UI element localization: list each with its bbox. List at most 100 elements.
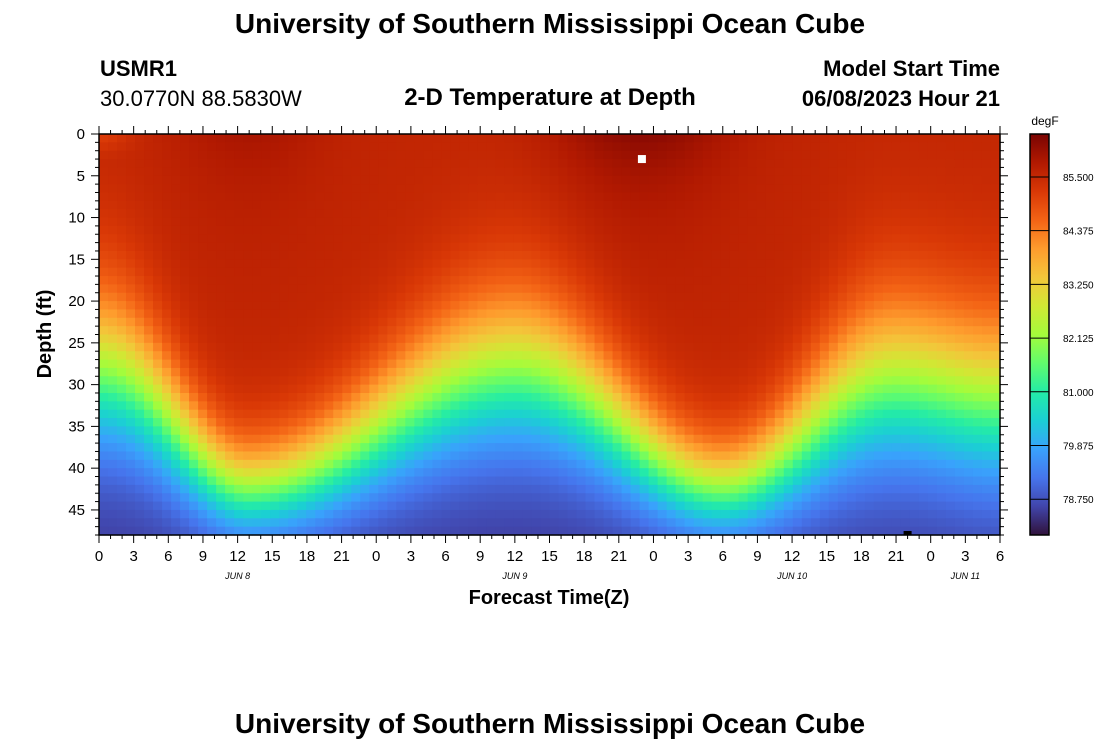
heatmap-cell [513, 284, 524, 294]
heatmap-cell [315, 443, 325, 453]
heatmap-cell [477, 401, 488, 411]
heatmap-cell [198, 284, 208, 294]
heatmap-cell [693, 234, 704, 244]
heatmap-cell [666, 526, 677, 536]
heatmap-cell [270, 451, 280, 461]
heatmap-cell [684, 326, 695, 336]
heatmap-cell [108, 225, 118, 235]
heatmap-cell [891, 409, 902, 419]
heatmap-cell [549, 501, 560, 511]
heatmap-cell [387, 159, 397, 169]
heatmap-cell [540, 267, 551, 277]
heatmap-cell [873, 384, 884, 394]
heatmap-cell [261, 376, 271, 386]
heatmap-cell [252, 267, 262, 277]
heatmap-cell [324, 259, 334, 269]
heatmap-cell [630, 326, 641, 336]
heatmap-cell [279, 359, 289, 369]
heatmap-cell [657, 493, 668, 503]
heatmap-cell [567, 418, 578, 427]
heatmap-cell [801, 317, 812, 327]
heatmap-cell [567, 443, 578, 453]
heatmap-cell [981, 434, 992, 444]
heatmap-cell [855, 225, 866, 235]
heatmap-cell [837, 342, 848, 352]
heatmap-cell [675, 159, 686, 169]
heatmap-cell [558, 200, 569, 210]
heatmap-cell [486, 443, 497, 453]
heatmap-cell [891, 476, 902, 486]
heatmap-cell [252, 259, 262, 269]
heatmap-cell [981, 267, 992, 277]
heatmap-cell [639, 309, 650, 319]
heatmap-cell [936, 376, 947, 386]
heatmap-cell [945, 225, 956, 235]
heatmap-cell [990, 234, 1001, 244]
heatmap-cell [117, 209, 127, 219]
heatmap-cell [144, 250, 154, 260]
heatmap-cell [360, 292, 370, 302]
heatmap-cell [792, 292, 803, 302]
heatmap-cell [324, 142, 334, 152]
heatmap-cell [99, 434, 109, 444]
heatmap-cell [621, 150, 632, 160]
heatmap-cell [405, 509, 415, 519]
heatmap-cell [513, 184, 524, 194]
heatmap-cell [585, 267, 596, 277]
heatmap-cell [234, 376, 244, 386]
heatmap-cell [585, 292, 596, 302]
heatmap-cell [855, 326, 866, 336]
heatmap-cell [576, 392, 587, 402]
heatmap-cell [585, 426, 596, 436]
heatmap-cell [774, 217, 785, 227]
heatmap-cell [936, 392, 947, 402]
heatmap-cell [162, 309, 172, 319]
heatmap-cell [288, 134, 298, 143]
heatmap-cell [342, 509, 352, 519]
heatmap-cell [657, 200, 668, 210]
heatmap-cell [288, 309, 298, 319]
heatmap-cell [774, 401, 785, 411]
heatmap-cell [765, 175, 776, 185]
heatmap-cell [243, 209, 253, 219]
heatmap-cell [477, 526, 488, 536]
heatmap-cell [297, 250, 307, 260]
heatmap-cell [720, 150, 731, 160]
heatmap-cell [180, 459, 190, 469]
heatmap-cell [810, 351, 821, 361]
heatmap-cell [693, 134, 704, 143]
heatmap-cell [981, 376, 992, 386]
heatmap-cell [153, 284, 163, 294]
heatmap-cell [171, 493, 181, 503]
heatmap-cell [522, 242, 533, 252]
heatmap-cell [747, 242, 758, 252]
heatmap-cell [531, 526, 542, 536]
heatmap-cell [243, 150, 253, 160]
heatmap-cell [981, 234, 992, 244]
heatmap-cell [855, 284, 866, 294]
heatmap-cell [819, 301, 830, 311]
y-tick-label: 5 [77, 168, 85, 185]
heatmap-cell [639, 175, 650, 185]
heatmap-cell [135, 501, 145, 511]
heatmap-cell [324, 409, 334, 419]
heatmap-cell [729, 392, 740, 402]
heatmap-cell [360, 284, 370, 294]
heatmap-cell [756, 484, 767, 494]
heatmap-cell [423, 200, 433, 210]
heatmap-cell [810, 209, 821, 219]
heatmap-cell [603, 376, 614, 386]
heatmap-cell [594, 426, 605, 436]
heatmap-cell [567, 242, 578, 252]
heatmap-cell [846, 276, 857, 285]
heatmap-cell [126, 192, 136, 202]
heatmap-cell [963, 409, 974, 419]
heatmap-cell [783, 259, 794, 269]
heatmap-cell [198, 367, 208, 377]
heatmap-cell [909, 134, 920, 143]
heatmap-cell [720, 192, 731, 202]
heatmap-cell [396, 509, 406, 519]
heatmap-cell [702, 476, 713, 486]
heatmap-cell [306, 301, 316, 311]
heatmap-cell [459, 184, 470, 194]
